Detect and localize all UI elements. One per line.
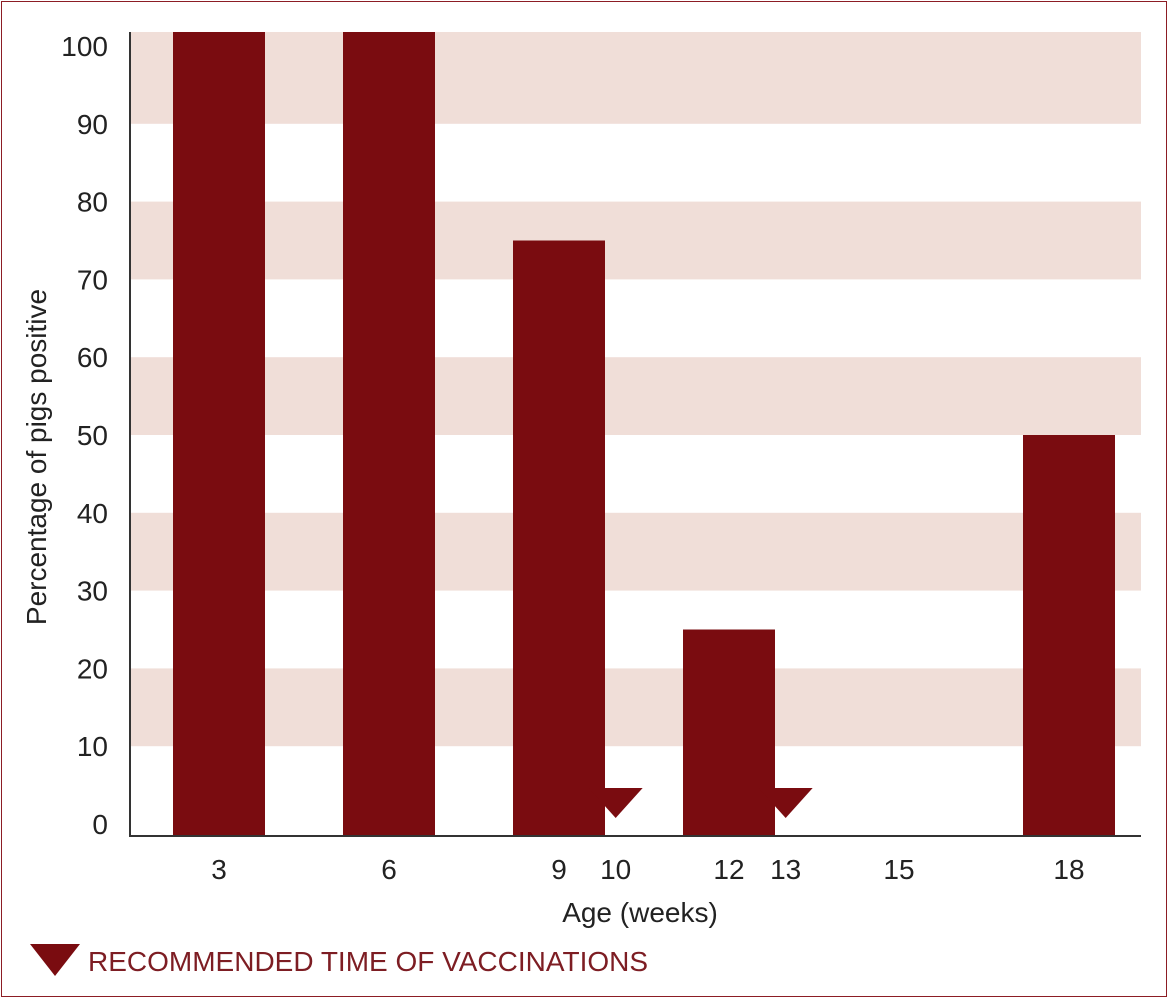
legend-label: RECOMMENDED TIME OF VACCINATIONS <box>88 946 649 977</box>
down-triangle-icon <box>30 944 80 976</box>
y-tick-label: 100 <box>61 31 108 62</box>
bar-week-12 <box>683 629 775 836</box>
bar-week-18 <box>1023 435 1115 836</box>
y-axis-title: Percentage of pigs positive <box>21 289 52 625</box>
vaccination-marker-week-10 <box>588 788 643 818</box>
y-tick-label: 30 <box>77 576 108 607</box>
x-tick-label: 10 <box>600 854 631 885</box>
grid-band <box>130 357 1141 435</box>
bar-week-6 <box>343 32 435 836</box>
vaccination-markers <box>588 788 813 818</box>
bars <box>173 32 1115 836</box>
bar-chart: 0 10 20 30 40 50 60 70 80 90 100 3 6 9 10 12 13 15 18 Per… <box>21 31 1141 928</box>
x-tick-label: 9 <box>551 854 567 885</box>
grid-band <box>130 512 1141 591</box>
grid-band <box>130 201 1141 280</box>
grid-bands <box>130 32 1141 747</box>
x-tick-label: 13 <box>770 854 801 885</box>
x-tick-label: 3 <box>211 854 227 885</box>
y-tick-label: 80 <box>77 187 108 218</box>
x-tick-label: 12 <box>713 854 744 885</box>
x-tick-label: 6 <box>381 854 397 885</box>
axes <box>129 32 1141 837</box>
y-tick-label: 40 <box>77 498 108 529</box>
y-tick-label: 50 <box>77 420 108 451</box>
y-tick-label: 20 <box>77 653 108 684</box>
legend: RECOMMENDED TIME OF VACCINATIONS <box>30 942 648 982</box>
y-tick-labels: 0 10 20 30 40 50 60 70 80 90 100 <box>61 31 108 840</box>
grid-band <box>130 668 1141 747</box>
y-tick-label: 90 <box>77 109 108 140</box>
x-axis-title: Age (weeks) <box>562 897 718 928</box>
y-tick-label: 60 <box>77 342 108 373</box>
y-tick-label: 0 <box>92 809 108 840</box>
vaccination-marker-week-13 <box>758 788 813 818</box>
y-tick-label: 70 <box>77 264 108 295</box>
x-tick-label: 15 <box>883 854 914 885</box>
bar-week-9 <box>513 240 605 836</box>
grid-band <box>130 32 1141 124</box>
x-tick-labels: 3 6 9 10 12 13 15 18 <box>211 854 1084 885</box>
bar-week-3 <box>173 32 265 836</box>
y-tick-label: 10 <box>77 731 108 762</box>
x-tick-label: 18 <box>1053 854 1084 885</box>
